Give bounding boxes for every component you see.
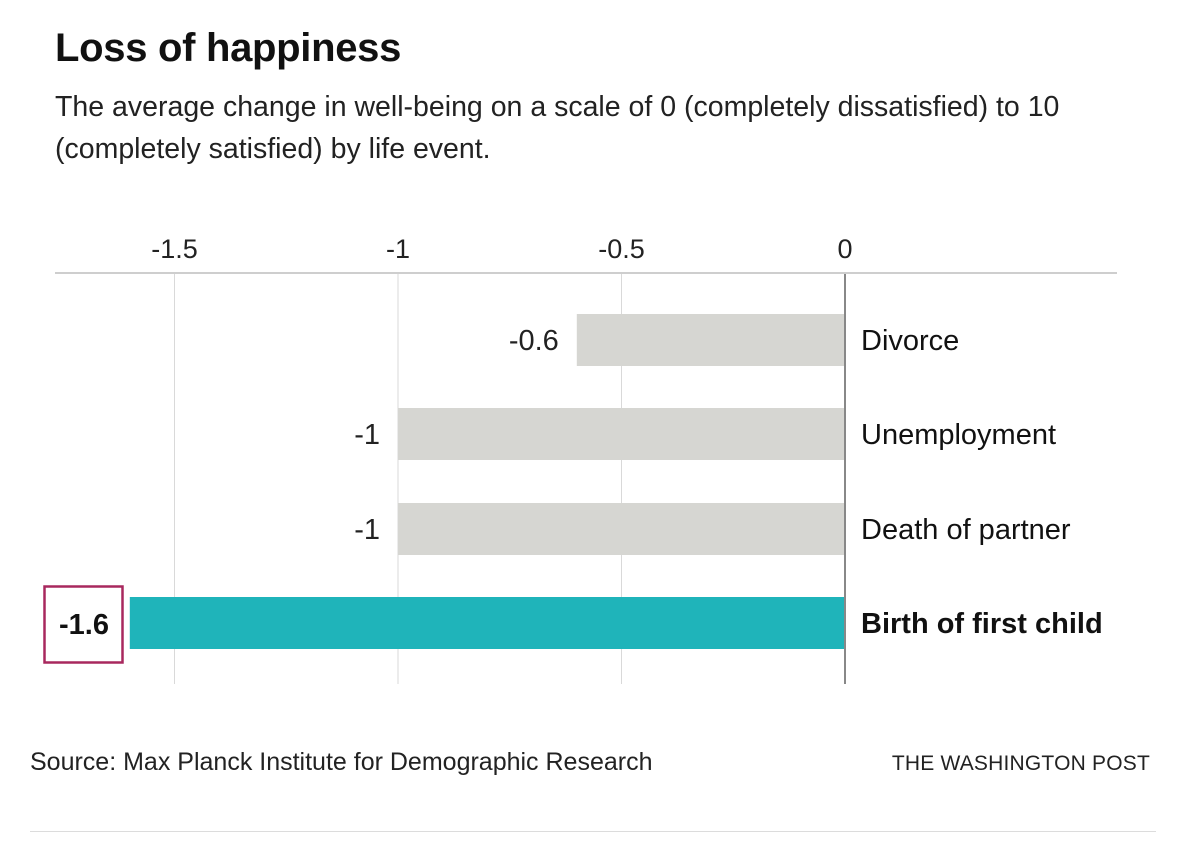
bar-3 xyxy=(129,597,846,649)
highlight-value-box xyxy=(43,585,124,664)
category-label-0: Divorce xyxy=(861,325,959,357)
bar-2 xyxy=(398,503,845,555)
bar-1 xyxy=(398,408,845,460)
x-tick-label-0: -1.5 xyxy=(151,234,198,264)
category-label-1: Unemployment xyxy=(861,419,1056,451)
bar-0 xyxy=(576,314,845,366)
x-tick-label-1: -1 xyxy=(386,234,410,264)
value-label-2: -1 xyxy=(354,514,380,546)
category-label-3: Birth of first child xyxy=(861,608,1103,640)
source-note: Source: Max Planck Institute for Demogra… xyxy=(30,748,653,776)
x-tick-label-2: -0.5 xyxy=(598,234,645,264)
publisher-credit: THE WASHINGTON POST xyxy=(891,752,1150,775)
value-label-0: -0.6 xyxy=(509,325,559,357)
chart-title: Loss of happiness xyxy=(55,26,402,70)
category-label-2: Death of partner xyxy=(861,514,1071,546)
bar-chart: -1.5 -1 -0.5 0 Divorce -0.6 Unemployment -1 Deat… xyxy=(43,234,1117,684)
bottom-divider xyxy=(30,831,1156,832)
value-label-3: -1.6 xyxy=(59,609,109,641)
x-tick-label-3: 0 xyxy=(837,234,852,264)
value-label-1: -1 xyxy=(354,419,380,451)
chart-subtitle: The average change in well-being on a sc… xyxy=(55,91,1060,165)
